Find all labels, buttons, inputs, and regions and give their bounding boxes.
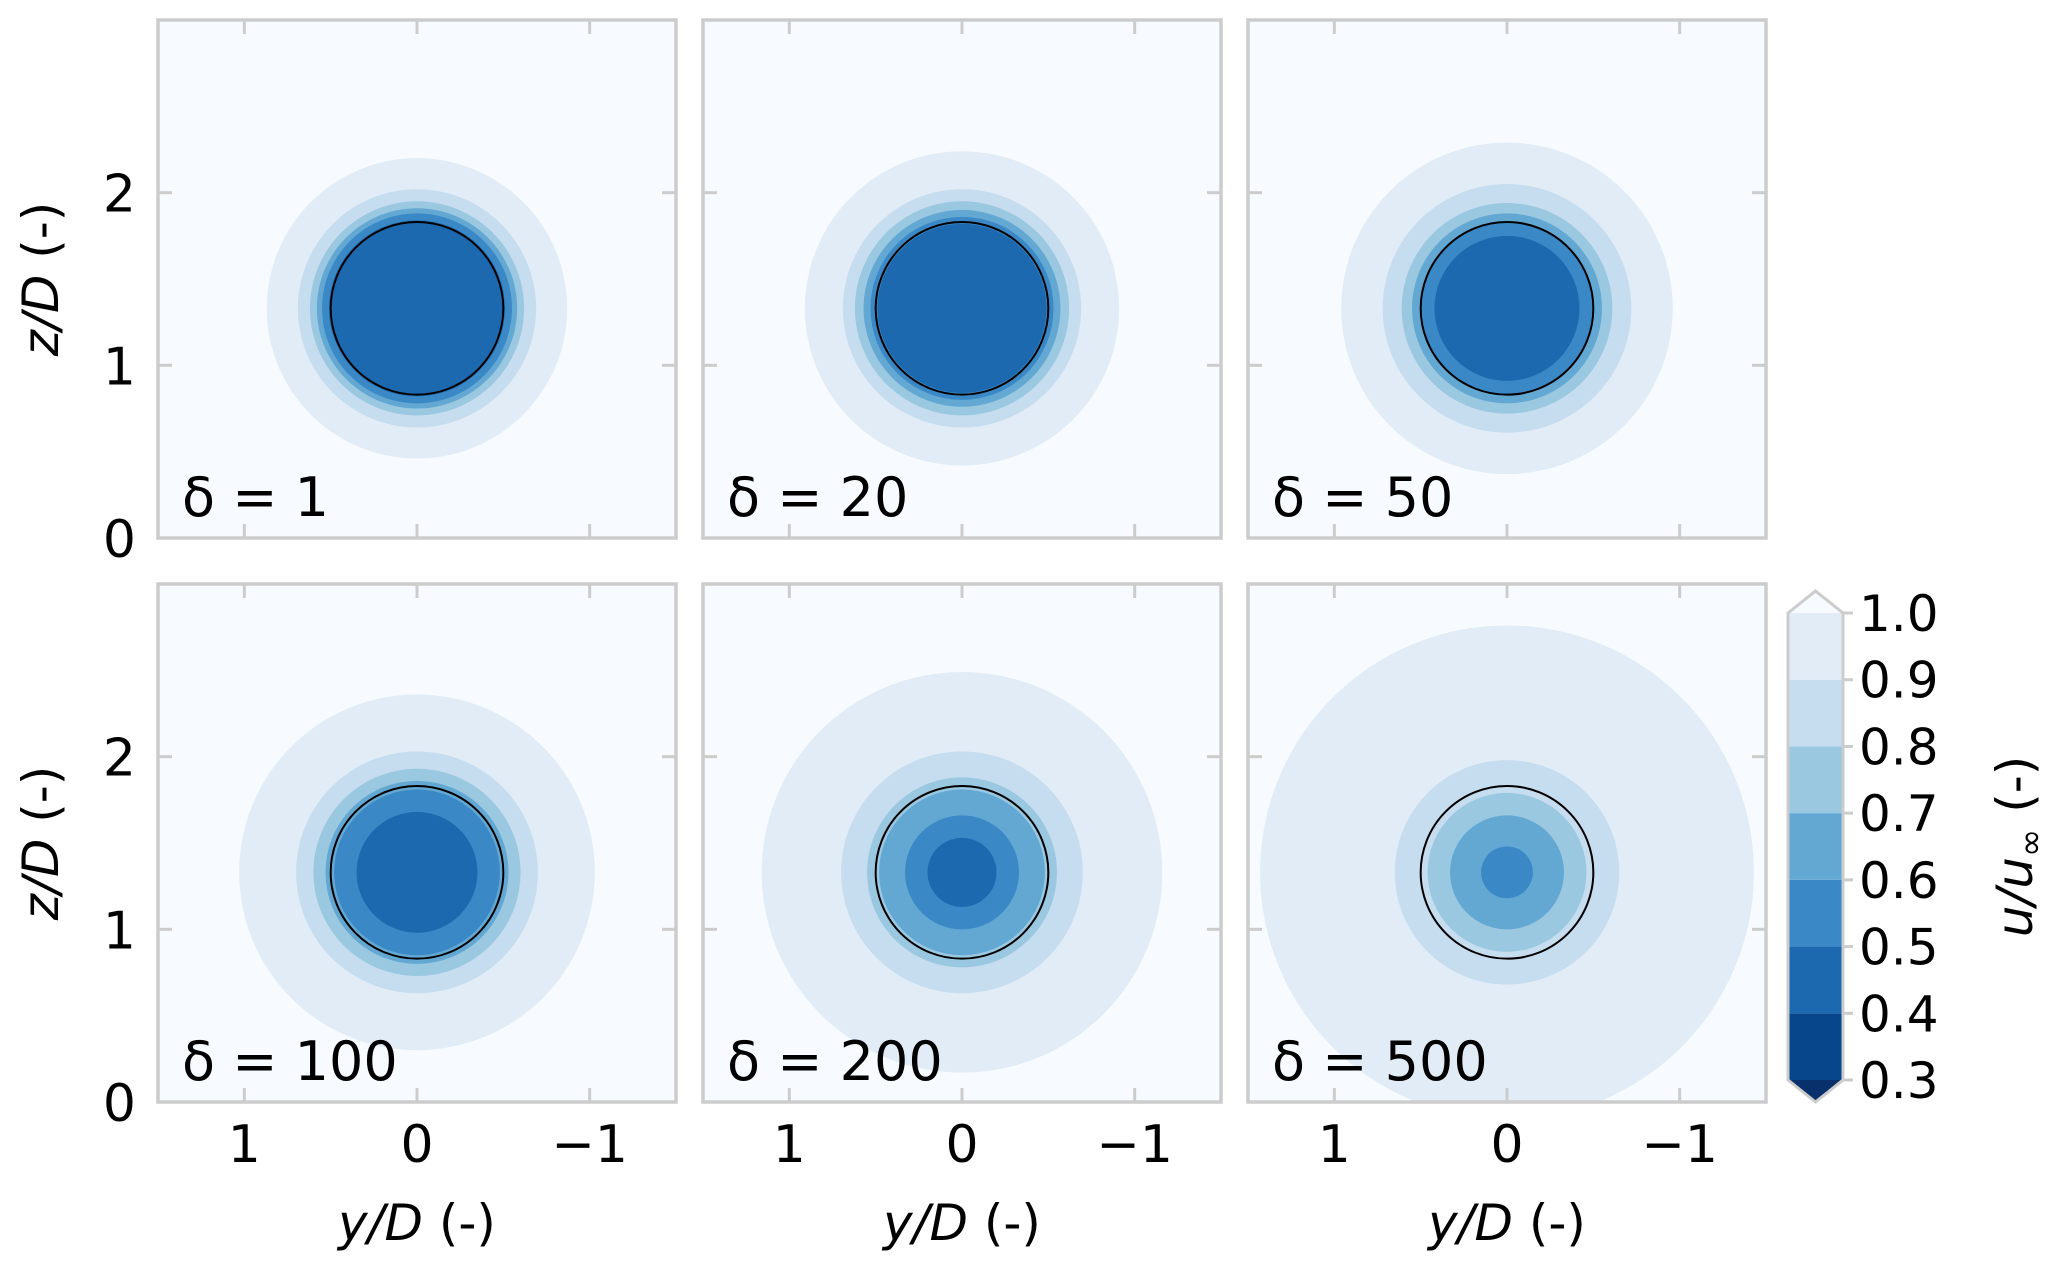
contour-band-0_5 [927,837,997,907]
contour-fills [1341,142,1673,475]
delta-label: δ = 100 [182,1030,398,1093]
colorbar-tick-label: 0.7 [1859,785,1939,843]
contour-fills [804,151,1120,466]
contour-fills [239,694,595,1051]
colorbar-tick-label: 0.8 [1859,718,1939,776]
panel-5: δ = 200 1 0 −1 y/D (-) [701,582,1223,1252]
x-tick-label: 0 [1490,1115,1523,1175]
colorbar-extend-bottom [1788,1080,1843,1102]
colorbar-band-6 [1788,613,1843,680]
colorbar-tick-label: 1.0 [1859,585,1939,643]
delta-label: δ = 1 [182,466,329,529]
colorbar-band-2 [1788,879,1843,947]
y-tick-label: 2 [103,165,136,225]
y-axis-label: z/D (-) [12,202,70,358]
y-axis-label: z/D (-) [12,766,70,922]
y-tick-label: 1 [103,337,136,397]
colorbar-tick-label: 0.5 [1859,919,1939,977]
y-tick-label: 0 [103,510,136,570]
contour-fills [1260,625,1754,1102]
delta-label: δ = 20 [727,466,908,529]
y-tick-label: 1 [103,901,136,961]
colorbar-tick-label: 0.3 [1859,1052,1939,1110]
colorbar-band-0 [1788,1013,1843,1080]
x-tick-label: −1 [551,1115,628,1175]
rotor-outline [874,785,1050,960]
contour-band-0_5 [877,223,1047,393]
rotor-outline [329,221,505,396]
colorbar-label: u/u∞ (-) [1986,756,2051,938]
rotor-outline [874,221,1050,396]
x-axis-label: y/D (-) [1426,1194,1586,1252]
colorbar-tick-label: 0.6 [1859,852,1939,910]
delta-label: δ = 500 [1272,1030,1488,1093]
x-axis-label: y/D (-) [881,1194,1041,1252]
delta-label: δ = 50 [1272,466,1453,529]
colorbar-band-1 [1788,946,1843,1014]
colorbar-tick-label: 0.4 [1859,985,1939,1043]
colorbar-band-4 [1788,746,1843,814]
x-tick-label: 0 [400,1115,433,1175]
contour-band-0_5 [328,220,506,397]
colorbar-band-3 [1788,813,1843,880]
rotor-outline [1419,221,1595,396]
panel-3: δ = 50 [1246,18,1768,540]
panel-6: δ = 500 1 0 −1 y/D (-) [1246,582,1768,1252]
panel-2: δ = 20 [701,18,1223,540]
panel-1: δ = 1 0 1 2 z/D (-) [12,18,678,570]
y-tick-label: 0 [103,1074,136,1134]
x-tick-label: 1 [228,1115,261,1175]
colorbar: 0.3 0.4 0.5 0.6 0.7 0.8 0.9 1.0 u/u∞ (-) [1786,585,2051,1110]
x-tick-label: −1 [1096,1115,1173,1175]
contour-band-0_5 [356,811,478,933]
colorbar-extend-top [1788,591,1843,613]
contour-fills [761,672,1163,1073]
x-tick-label: 1 [773,1115,806,1175]
rotor-outline [1419,785,1595,960]
contour-fills [266,158,568,459]
x-tick-label: 1 [1318,1115,1351,1175]
x-tick-label: 0 [945,1115,978,1175]
contour-band-0_6 [1481,846,1533,899]
x-axis-label: y/D (-) [336,1194,496,1252]
rotor-outline [329,785,505,960]
x-tick-label: −1 [1641,1115,1718,1175]
colorbar-tick-label: 0.9 [1859,652,1939,710]
colorbar-band-5 [1788,679,1843,747]
y-tick-label: 2 [103,729,136,789]
delta-label: δ = 200 [727,1030,943,1093]
contour-band-0_5 [1434,235,1580,381]
